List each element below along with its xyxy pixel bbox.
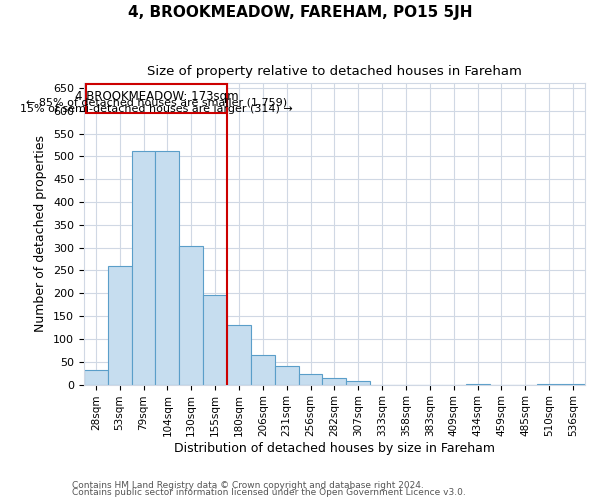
Bar <box>275 366 299 384</box>
Bar <box>108 266 131 384</box>
X-axis label: Distribution of detached houses by size in Fareham: Distribution of detached houses by size … <box>174 442 495 455</box>
Bar <box>155 151 179 384</box>
Bar <box>179 246 203 384</box>
Text: 15% of semi-detached houses are larger (314) →: 15% of semi-detached houses are larger (… <box>20 104 293 115</box>
Text: ← 85% of detached houses are smaller (1,759): ← 85% of detached houses are smaller (1,… <box>26 97 287 107</box>
Bar <box>203 294 227 384</box>
Bar <box>84 370 108 384</box>
Bar <box>227 326 251 384</box>
Bar <box>322 378 346 384</box>
Text: Contains HM Land Registry data © Crown copyright and database right 2024.: Contains HM Land Registry data © Crown c… <box>72 480 424 490</box>
Text: Contains public sector information licensed under the Open Government Licence v3: Contains public sector information licen… <box>72 488 466 497</box>
Text: 4 BROOKMEADOW: 173sqm: 4 BROOKMEADOW: 173sqm <box>75 90 238 102</box>
Bar <box>251 355 275 384</box>
Text: 4, BROOKMEADOW, FAREHAM, PO15 5JH: 4, BROOKMEADOW, FAREHAM, PO15 5JH <box>128 5 472 20</box>
Title: Size of property relative to detached houses in Fareham: Size of property relative to detached ho… <box>147 65 522 78</box>
Bar <box>86 84 227 113</box>
Bar <box>346 381 370 384</box>
Bar <box>131 151 155 384</box>
Y-axis label: Number of detached properties: Number of detached properties <box>34 136 47 332</box>
Bar <box>299 374 322 384</box>
